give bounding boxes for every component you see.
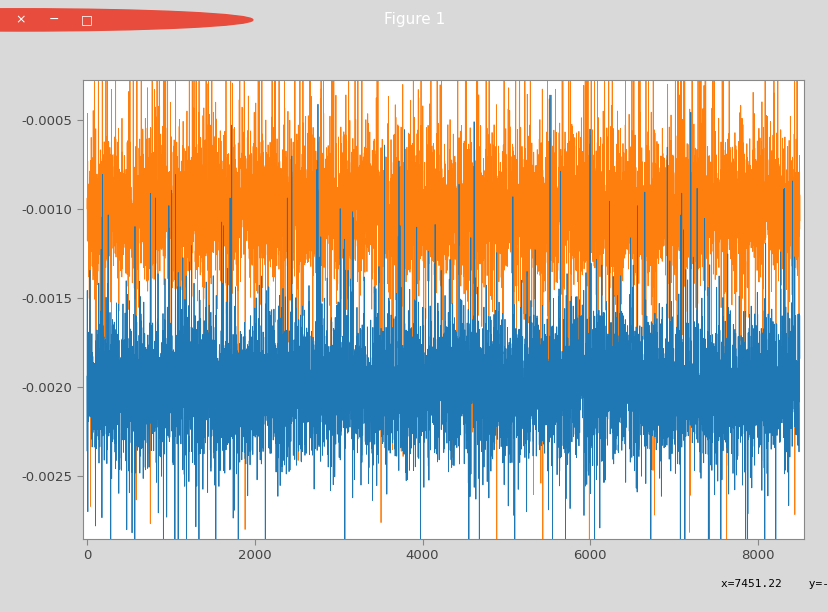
Text: −: − [49, 13, 59, 26]
Text: x=7451.22    y=-0.00175608: x=7451.22 y=-0.00175608 [720, 580, 828, 589]
Circle shape [0, 9, 253, 31]
Text: Figure 1: Figure 1 [383, 12, 445, 28]
Text: ×: × [16, 13, 26, 26]
Text: □: □ [81, 13, 93, 26]
